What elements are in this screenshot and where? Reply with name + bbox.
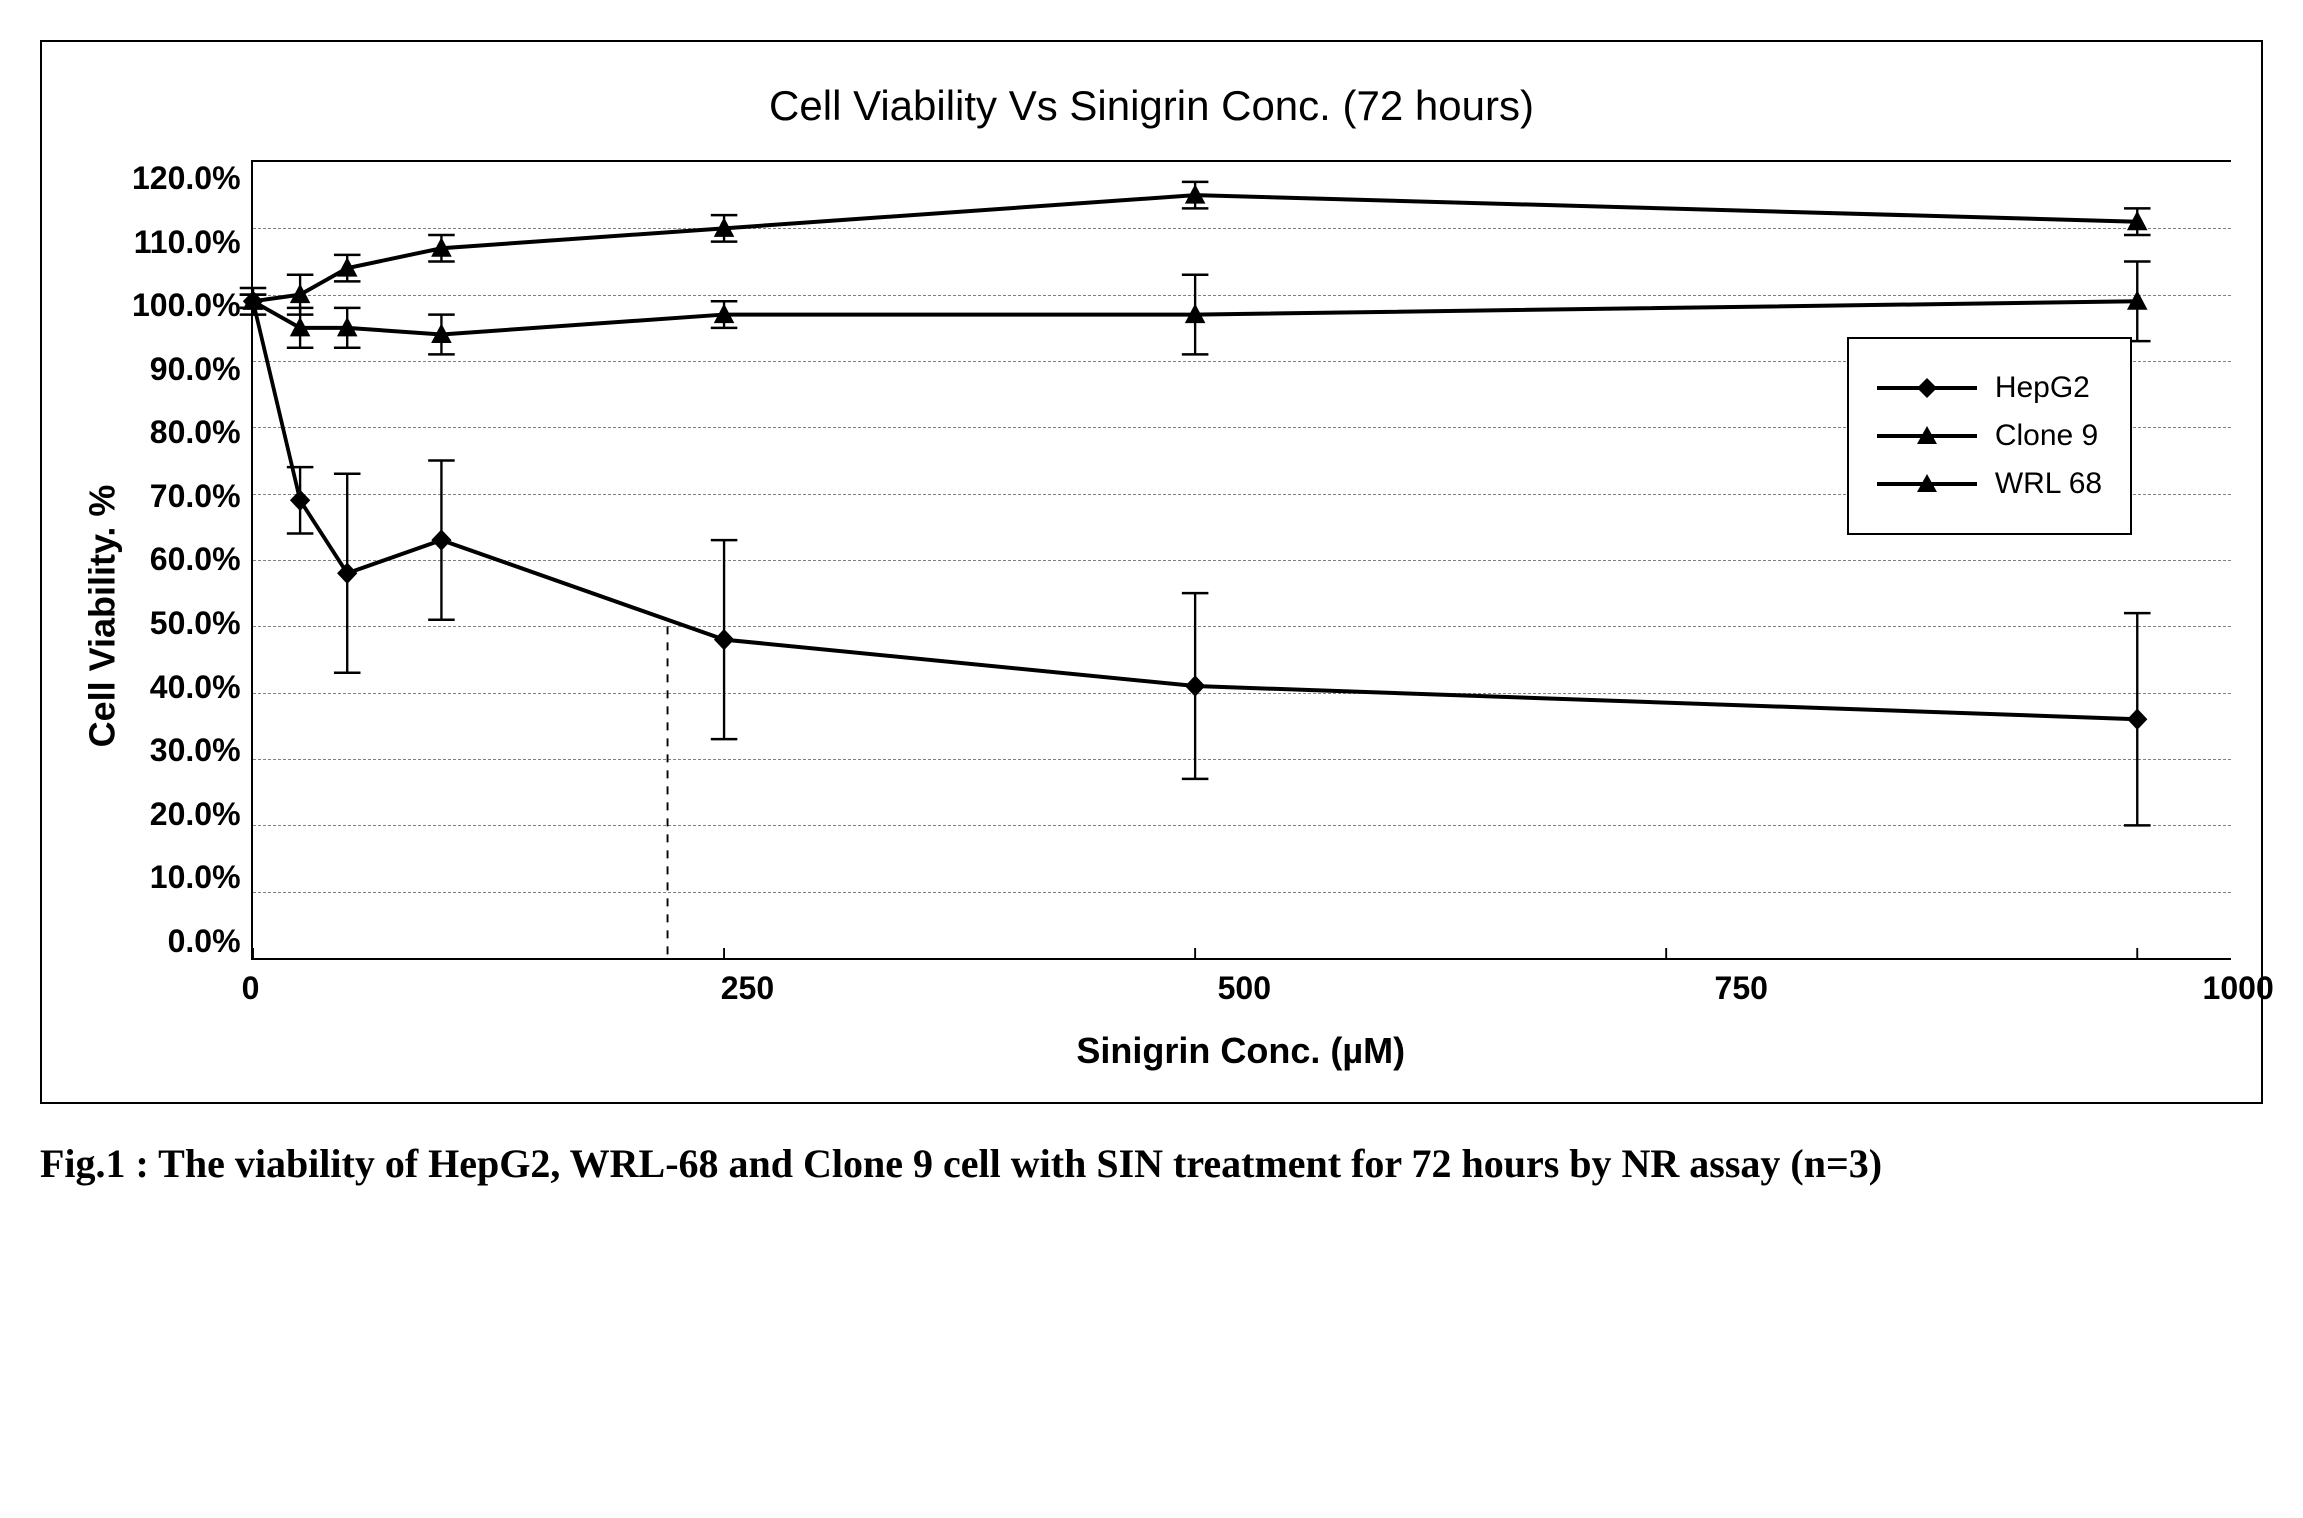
chart-title: Cell Viability Vs Sinigrin Conc. (72 hou…: [72, 82, 2231, 130]
y-tick-label: 70.0%: [150, 478, 241, 515]
legend-swatch: [1877, 421, 1977, 451]
x-tick-label: 0: [242, 970, 260, 1007]
chart-body: Cell Viability. % 120.0% 110.0% 100.0% 90.0…: [72, 160, 2231, 1072]
x-axis-ticks: 02505007501000: [251, 970, 2231, 1020]
y-tick-label: 50.0%: [150, 605, 241, 642]
y-tick-label: 10.0%: [150, 859, 241, 896]
legend-item: Clone 9: [1877, 419, 2102, 453]
legend-item: WRL 68: [1877, 467, 2102, 501]
data-marker: [714, 630, 733, 650]
x-tick-label: 250: [721, 970, 774, 1007]
legend-item: HepG2: [1877, 371, 2102, 405]
legend-swatch: [1877, 373, 1977, 403]
y-axis-ticks: 120.0% 110.0% 100.0% 90.0% 80.0% 70.0% 60.0% 50…: [132, 160, 251, 960]
y-tick-label: 90.0%: [150, 351, 241, 388]
y-tick-label: 0.0%: [168, 923, 241, 960]
legend-label: Clone 9: [1995, 419, 2098, 453]
data-marker: [431, 530, 450, 550]
x-tick-label: 750: [1715, 970, 1768, 1007]
chart-svg: [253, 162, 2231, 958]
y-tick-label: 40.0%: [150, 669, 241, 706]
data-marker: [2127, 709, 2146, 729]
x-tick-label: 1000: [2203, 970, 2274, 1007]
figure-caption: Fig.1 : The viability of HepG2, WRL-68 a…: [40, 1134, 2263, 1194]
plot-column: HepG2Clone 9WRL 68 02505007501000 Sinigr…: [251, 160, 2231, 1072]
figure-container: Cell Viability Vs Sinigrin Conc. (72 hou…: [40, 40, 2263, 1194]
y-axis-label: Cell Viability. %: [81, 485, 123, 748]
y-tick-label: 100.0%: [132, 287, 241, 324]
legend-label: HepG2: [1995, 371, 2090, 405]
y-tick-label: 120.0%: [132, 160, 241, 197]
x-tick-label: 500: [1218, 970, 1271, 1007]
legend-label: WRL 68: [1995, 467, 2102, 501]
y-tick-label: 30.0%: [150, 732, 241, 769]
chart-panel: Cell Viability Vs Sinigrin Conc. (72 hou…: [40, 40, 2263, 1104]
data-marker: [1185, 676, 1204, 696]
y-tick-label: 60.0%: [150, 541, 241, 578]
y-tick-label: 110.0%: [134, 224, 241, 261]
legend: HepG2 Clone 9 WRL 68: [1847, 337, 2132, 535]
ylabel-container: Cell Viability. %: [72, 160, 132, 1072]
y-tick-label: 20.0%: [150, 796, 241, 833]
legend-swatch: [1877, 469, 1977, 499]
x-axis-label: Sinigrin Conc. (µM): [251, 1030, 2231, 1072]
plot-area: HepG2 Clone 9 WRL 68: [251, 160, 2231, 960]
y-tick-label: 80.0%: [150, 414, 241, 451]
